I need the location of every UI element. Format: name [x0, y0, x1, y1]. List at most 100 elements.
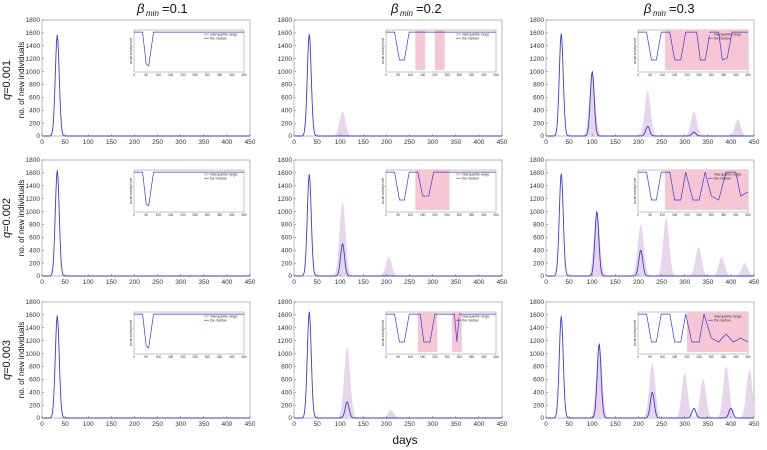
inset-x-tick-label: 250 [696, 73, 702, 77]
y-tick-label: 1000 [530, 209, 545, 216]
y-tick-label: 1000 [278, 209, 293, 216]
x-tick-label: 400 [725, 421, 736, 428]
inset-x-tick-label: 100 [660, 355, 666, 359]
y-tick-label: 1800 [278, 157, 293, 164]
inset-x-tick-label: 100 [660, 73, 666, 77]
y-tick-label: 0 [288, 133, 292, 140]
x-tick-label: 150 [610, 139, 621, 146]
inset-x-tick-label: 0 [385, 73, 387, 77]
x-tick-label: 0 [40, 279, 44, 286]
y-tick-label: 1800 [530, 17, 545, 24]
y-tick-label: 1400 [26, 43, 41, 50]
y-axis-label-row2: no. of new individuals [17, 180, 26, 257]
inset-x-tick-label: 200 [432, 73, 438, 77]
x-tick-label: 50 [313, 421, 321, 428]
inset-x-tick-label: 300 [457, 213, 463, 217]
inset-frame [133, 311, 245, 355]
y-tick-label: 200 [281, 402, 292, 409]
x-tick-label: 0 [40, 139, 44, 146]
x-tick-label: 350 [702, 279, 713, 286]
legend-median-label: the median [714, 176, 731, 180]
inset-social-activity: 0 50 100 150 200 250 300 350 400 450 social activi… [381, 311, 499, 359]
x-tick-label: 250 [656, 421, 667, 428]
inset-x-tick-label: 300 [205, 73, 211, 77]
inset-x-tick-label: 300 [457, 355, 463, 359]
legend-band-swatch [456, 173, 461, 176]
y-tick-label: 600 [29, 377, 40, 384]
x-tick-label: 450 [497, 279, 508, 286]
x-tick-label: 200 [381, 421, 392, 428]
y-tick-label: 1200 [278, 56, 293, 63]
y-tick-label: 400 [29, 247, 40, 254]
inset-x-tick-label: 0 [637, 73, 639, 77]
panel-r1-c3: 0 50 100 150 200 250 300 350 400 450 0 200 400 600 800… [530, 17, 760, 146]
legend-median-label: the median [462, 176, 479, 180]
inset-x-tick-label: 300 [709, 355, 715, 359]
inset-x-tick-label: 50 [144, 355, 148, 359]
inset-median-line [134, 171, 244, 207]
inset-x-tick-label: 100 [408, 73, 414, 77]
x-tick-label: 450 [749, 139, 760, 146]
inset-band [686, 312, 748, 352]
x-tick-label: 150 [106, 139, 117, 146]
x-tick-label: 50 [61, 421, 69, 428]
x-tick-label: 250 [152, 421, 163, 428]
y-tick-label: 1200 [530, 56, 545, 63]
panel-r2-c2: 0 50 100 150 200 250 300 350 400 450 0 200 400 600 800… [278, 157, 508, 286]
legend-band-label: interquartile range [210, 172, 237, 176]
x-tick-label: 250 [404, 139, 415, 146]
inset-x-tick-label: 350 [469, 213, 475, 217]
inset-x-tick-label: 400 [733, 355, 739, 359]
panel-r3-c2: 0 50 100 150 200 250 300 350 400 450 0 200 400 600 800… [278, 299, 508, 428]
y-tick-label: 1800 [278, 17, 293, 24]
y-tick-label: 1400 [26, 183, 41, 190]
x-tick-label: 100 [335, 279, 346, 286]
inset-social-activity: 0 50 100 150 200 250 300 350 400 450 social activi… [633, 169, 751, 217]
x-tick-label: 0 [292, 139, 296, 146]
y-tick-label: 0 [540, 273, 544, 280]
legend-band-swatch [456, 33, 461, 36]
inset-x-tick-label: 200 [180, 355, 186, 359]
x-tick-label: 200 [129, 139, 140, 146]
inset-x-tick-label: 100 [156, 213, 162, 217]
row-q-label: q=0.003 [1, 340, 13, 380]
inset-x-tick-label: 350 [721, 73, 727, 77]
median-line [546, 33, 754, 137]
legend-band-label: interquartile range [462, 172, 489, 176]
inset-y-label: social activity level [381, 178, 385, 205]
y-tick-label: 1200 [26, 338, 41, 345]
inset-x-tick-label: 150 [420, 355, 426, 359]
y-tick-label: 1600 [278, 312, 293, 319]
x-tick-label: 250 [404, 279, 415, 286]
median-line [294, 34, 502, 137]
x-tick-label: 400 [725, 279, 736, 286]
y-tick-label: 200 [29, 120, 40, 127]
y-tick-label: 1200 [530, 338, 545, 345]
y-tick-label: 1400 [530, 43, 545, 50]
y-tick-label: 1400 [278, 183, 293, 190]
x-tick-label: 50 [565, 139, 573, 146]
legend-band-swatch [456, 315, 461, 318]
inset-median-line [386, 31, 496, 61]
y-tick-label: 0 [288, 273, 292, 280]
y-tick-label: 1800 [26, 299, 41, 306]
legend-band-label: interquartile range [714, 32, 741, 36]
legend-band-label: interquartile range [462, 314, 489, 318]
y-tick-label: 200 [533, 402, 544, 409]
x-tick-label: 450 [749, 421, 760, 428]
y-tick-label: 1000 [26, 69, 41, 76]
y-tick-label: 0 [540, 415, 544, 422]
y-tick-label: 1800 [530, 157, 545, 164]
inset-median-line [134, 31, 244, 67]
legend-median-label: the median [462, 36, 479, 40]
legend-band-label: interquartile range [210, 314, 237, 318]
x-tick-label: 150 [358, 279, 369, 286]
legend-median-label: the median [210, 318, 227, 322]
y-tick-label: 1200 [26, 196, 41, 203]
inset-x-tick-label: 100 [408, 213, 414, 217]
inset-band [452, 312, 462, 352]
legend-band-label: interquartile range [714, 172, 741, 176]
inset-x-tick-label: 400 [481, 355, 487, 359]
median-line [294, 311, 502, 419]
inset-median-line [386, 171, 496, 201]
